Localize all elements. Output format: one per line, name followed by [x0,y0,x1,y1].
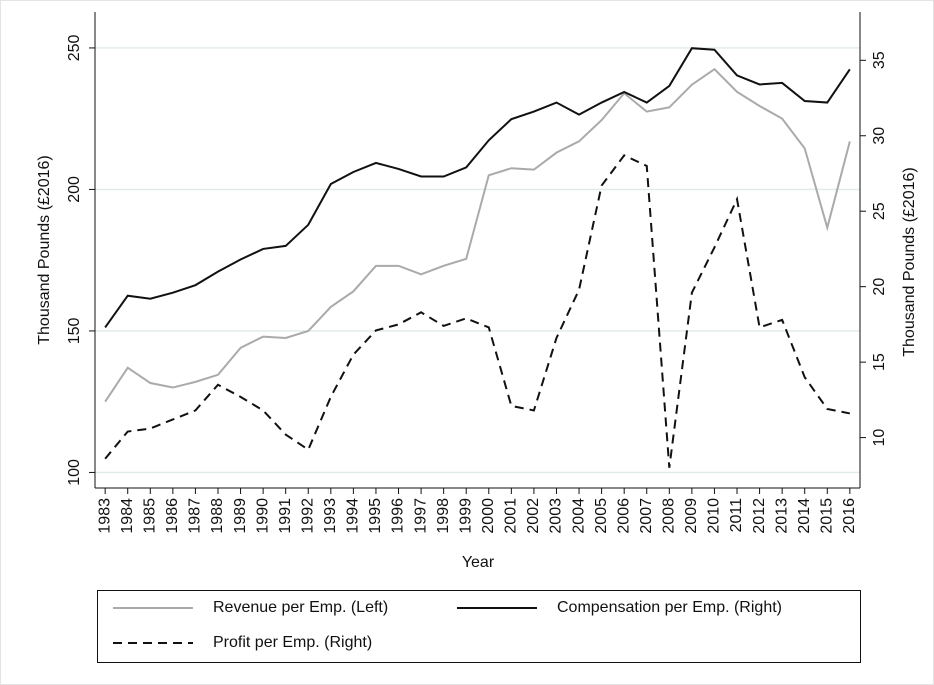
y2-tick-label: 30 [871,127,888,145]
x-tick-label: 2016 [841,498,858,534]
x-tick-label: 1990 [254,498,271,534]
x-tick-label: 1998 [435,498,452,534]
legend-label: Revenue per Emp. (Left) [213,599,388,616]
series-line [104,67,851,403]
x-tick-label: 1983 [96,498,113,534]
y-axis-title: Thousand Pounds (£2016) [36,155,53,344]
x-tick-label: 2008 [661,498,678,534]
x-tick-label: 1987 [187,498,204,534]
x-tick-label: 1985 [142,498,159,534]
x-tick-label: 1996 [390,498,407,534]
y2-tick-label: 15 [871,353,888,371]
x-tick-label: 1999 [457,498,474,534]
y2-tick-label: 25 [871,202,888,220]
y2-tick-label: 20 [871,278,888,296]
y-tick-label: 200 [66,176,83,203]
legend-label: Profit per Emp. (Right) [213,634,372,651]
x-tick-label: 1984 [119,498,136,534]
x-tick-label: 1988 [209,498,226,534]
x-tick-label: 2002 [525,498,542,534]
legend-box [97,590,861,663]
y2-tick-label: 10 [871,429,888,447]
x-tick-label: 2013 [773,498,790,534]
y-tick-label: 250 [66,34,83,61]
x-tick-label: 1997 [412,498,429,534]
x-tick-label: 1986 [164,498,181,534]
x-tick-label: 2006 [615,498,632,534]
series-line [104,47,851,329]
series-line [104,154,851,468]
y-tick-label: 150 [66,317,83,344]
y-tick-label: 100 [66,459,83,486]
y2-tick-label: 35 [871,51,888,69]
x-tick-label: 2001 [503,498,520,534]
x-tick-label: 2003 [548,498,565,534]
x-tick-label: 2014 [796,498,813,534]
legend-label: Compensation per Emp. (Right) [557,599,782,616]
x-tick-label: 2005 [593,498,610,534]
x-tick-label: 2015 [818,498,835,534]
x-tick-label: 2010 [706,498,723,534]
x-tick-label: 2000 [480,498,497,534]
x-tick-label: 2012 [751,498,768,534]
x-tick-label: 1992 [299,498,316,534]
x-tick-label: 1995 [367,498,384,534]
x-tick-label: 1991 [277,498,294,534]
x-tick-label: 2009 [683,498,700,534]
y2-axis-title: Thousand Pounds (£2016) [901,167,918,356]
x-tick-label: 2004 [570,498,587,534]
x-axis-title: Year [462,554,495,571]
x-tick-label: 2011 [728,498,745,533]
x-tick-label: 2007 [638,498,655,534]
x-tick-label: 1994 [345,498,362,534]
x-tick-label: 1989 [232,498,249,534]
x-tick-label: 1993 [322,498,339,534]
